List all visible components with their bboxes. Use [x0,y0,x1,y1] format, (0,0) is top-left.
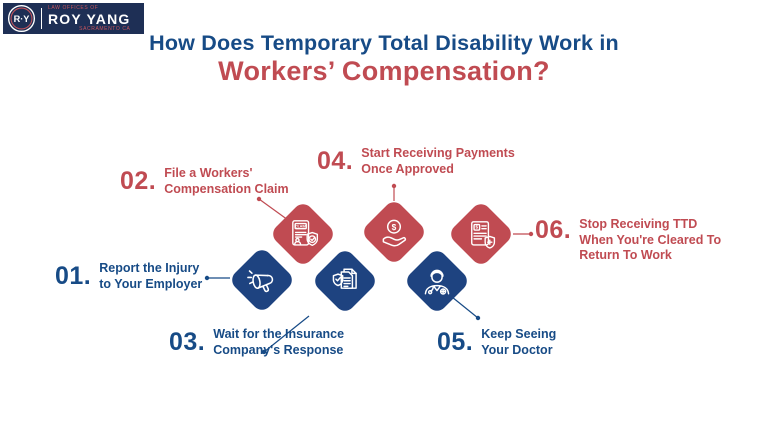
logo-monogram-circle: R·Y [7,4,36,33]
step-5-label-group: 05. Keep Seeing Your Doctor [437,327,556,358]
logo-tagline-top: LAW OFFICES OF [48,4,99,11]
hand-coin-icon: $ [382,218,407,246]
logo-divider [41,8,42,29]
step-6-label: Stop Receiving TTD When You're Cleared T… [579,217,722,262]
step-5-label: Keep Seeing Your Doctor [481,327,557,357]
step-1-label: Report the Injury to Your Employer [99,261,203,291]
step-4-label-group: 04. Start Receiving Payments Once Approv… [317,146,515,177]
step-2-number: 02. [120,167,157,195]
svg-text:$: $ [392,221,397,231]
step-2-label: File a Workers' Compensation Claim [164,166,289,196]
infographic-title-line1: How Does Temporary Total Disability Work… [149,31,619,55]
logo-tagline-bottom: SACRAMENTO CA [79,25,131,32]
step-4-label: Start Receiving Payments Once Approved [361,146,515,176]
claim-document-icon: CLAIM [292,219,319,246]
step-3-label: Wait for the Insurance Company's Respons… [213,327,345,357]
step-1-number: 01. [55,262,92,290]
diamond-step-6: $ [447,200,515,268]
diamond-step-2: CLAIM [269,200,337,268]
step-1-label-group: 01. Report the Injury to Your Employer [55,261,202,292]
shield-document-icon [332,267,357,289]
logo-monogram-text: R·Y [14,14,30,24]
logo-text: LAW OFFICES OF ROY YANG SACRAMENTO CA [48,4,131,32]
svg-text:$: $ [476,224,479,229]
step-2-label-group: 02. File a Workers' Compensation Claim [120,166,289,197]
doctor-icon [424,268,450,295]
step-6-number: 06. [535,216,572,244]
step-3-number: 03. [169,328,206,356]
step-6-label-group: 06. Stop Receiving TTD When You're Clear… [535,217,721,264]
diamond-step-4: $ [360,198,428,266]
step-5-number: 05. [437,328,474,356]
law-firm-logo: R·Y LAW OFFICES OF ROY YANG SACRAMENTO C… [3,3,144,34]
logo-firm-name: ROY YANG [48,10,131,27]
infographic-title-line2: Workers’ Compensation? [218,56,550,86]
step-4-number: 04. [317,147,354,175]
diamond-step-5 [403,247,471,315]
money-document-icon: $ [471,220,496,249]
diamond-step-1 [228,246,296,314]
megaphone-icon [247,269,274,292]
step-3-label-group: 03. Wait for the Insurance Company's Res… [169,327,344,358]
diamond-step-3 [311,247,379,315]
svg-text:CLAIM: CLAIM [295,224,306,228]
